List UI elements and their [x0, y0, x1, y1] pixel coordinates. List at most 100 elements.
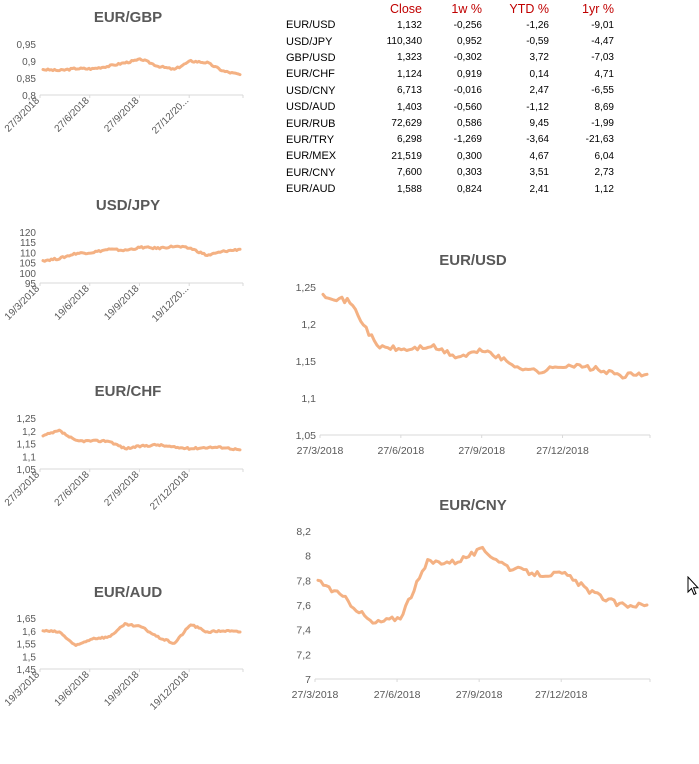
series-line: [321, 292, 649, 380]
table-cell: -1,99: [591, 118, 614, 130]
chart-title: EUR/CHF: [95, 383, 162, 400]
x-tick-label: 19/12/2018: [148, 669, 191, 712]
currency-pair-cell: EUR/CNY: [286, 166, 336, 179]
chart-title: USD/JPY: [96, 197, 160, 214]
x-tick-label: 27/3/2018: [292, 689, 339, 701]
table-row: GBP/USD 1,323 -0,302 3,72 -7,03: [286, 50, 614, 66]
column-header-close: Close: [390, 1, 422, 16]
y-tick-label: 7,4: [296, 625, 311, 637]
table-cell: -4,47: [591, 36, 614, 48]
series-line: [41, 57, 242, 77]
x-tick-label: 19/3/2018: [3, 283, 43, 323]
y-tick-label: 8: [305, 551, 311, 563]
table-cell: -1,12: [526, 101, 549, 113]
x-tick-label: 27/6/2018: [377, 445, 424, 457]
x-tick-label: 19/12/20...: [150, 283, 191, 324]
y-tick-label: 1,25: [296, 282, 317, 294]
table-cell: 8,69: [594, 101, 614, 113]
series-line: [41, 428, 242, 452]
x-tick-label: 27/9/2018: [102, 469, 142, 509]
table-cell: 1,12: [594, 183, 614, 195]
table-row: EUR/TRY 6,298 -1,269 -3,64 -21,63: [286, 132, 614, 148]
table-cell: -0,256: [453, 19, 482, 31]
table-cell: 0,303: [456, 167, 482, 179]
table-row: USD/AUD 1,403 -0,560 -1,12 8,69: [286, 99, 614, 115]
y-tick-label: 1,5: [22, 652, 36, 663]
x-tick-label: 27/6/2018: [53, 95, 93, 135]
y-tick-label: 7,6: [296, 600, 311, 612]
table-cell: 1,132: [396, 19, 422, 31]
table-cell: 110,340: [386, 36, 422, 48]
x-tick-label: 27/9/2018: [458, 445, 505, 457]
table-row: USD/CNY 6,713 -0,016 2,47 -6,55: [286, 83, 614, 99]
table-cell: 4,71: [594, 68, 614, 80]
currency-pair-cell: EUR/USD: [286, 19, 336, 32]
table-cell: 2,47: [529, 85, 549, 97]
table-cell: 0,824: [456, 183, 482, 195]
table-cell: 2,41: [529, 183, 549, 195]
y-tick-label: 7: [305, 674, 311, 686]
y-tick-label: 95: [25, 279, 37, 290]
column-header-ytd: YTD %: [509, 1, 549, 16]
y-tick-label: 0,8: [22, 91, 36, 102]
column-header-1w: 1w %: [451, 1, 482, 16]
currency-pair-cell: EUR/TRY: [286, 133, 335, 146]
y-tick-label: 7,2: [296, 649, 311, 661]
table-row: EUR/CNY 7,600 0,303 3,51 2,73: [286, 165, 614, 181]
fx-summary-table: Close 1w % YTD % 1yr % EUR/USD 1,132 -0,25…: [286, 0, 614, 197]
chart-title: EUR/AUD: [94, 584, 163, 601]
table-row: EUR/USD 1,132 -0,256 -1,26 -9,01: [286, 17, 614, 33]
table-cell: -6,55: [591, 85, 614, 97]
column-header: [286, 0, 364, 17]
table-cell: -21,63: [585, 134, 614, 146]
chart-title: EUR/CNY: [439, 497, 507, 514]
table-cell: 3,51: [529, 167, 549, 179]
table-row: EUR/CHF 1,124 0,919 0,14 4,71: [286, 66, 614, 82]
y-tick-label: 1,2: [301, 319, 316, 331]
currency-pair-cell: GBP/USD: [286, 51, 336, 64]
y-tick-label: 115: [20, 238, 36, 249]
table-cell: -0,016: [453, 85, 482, 97]
table-row: USD/JPY 110,340 0,952 -0,59 -4,47: [286, 33, 614, 49]
currency-pair-cell: EUR/MEX: [286, 150, 337, 163]
y-tick-label: 0,85: [17, 74, 37, 85]
table-cell: -7,03: [591, 52, 614, 64]
table-cell: 2,73: [594, 167, 614, 179]
chart-title: EUR/USD: [439, 252, 507, 269]
table-row: EUR/RUB 72,629 0,586 9,45 -1,99: [286, 115, 614, 131]
table-cell: 6,04: [594, 150, 614, 162]
table-cell: -0,560: [453, 101, 482, 113]
y-tick-label: 7,8: [296, 575, 311, 587]
table-cell: 9,45: [529, 118, 549, 130]
series-line: [41, 622, 242, 647]
table-cell: 3,72: [529, 52, 549, 64]
table-cell: -3,64: [526, 134, 549, 146]
table-cell: 0,919: [456, 68, 482, 80]
y-tick-label: 1,45: [17, 665, 37, 676]
y-tick-label: 100: [19, 269, 36, 280]
table-cell: -1,269: [453, 134, 482, 146]
y-tick-label: 1,6: [22, 627, 36, 638]
y-tick-label: 120: [19, 228, 36, 239]
x-tick-label: 19/9/2018: [102, 669, 142, 709]
x-tick-label: 27/9/2018: [102, 95, 142, 135]
x-tick-label: 27/3/2018: [297, 445, 344, 457]
chart-eurusd: EUR/USD 1,25 1,2 1,15 1,1 1,05 27/3/2018 27/6/2…: [296, 252, 651, 457]
table-cell: 6,298: [396, 134, 422, 146]
table-row: EUR/MEX 21,519 0,300 4,67 6,04: [286, 148, 614, 164]
table-cell: -0,59: [526, 36, 549, 48]
x-tick-label: 27/12/2018: [535, 689, 588, 701]
currency-pair-cell: EUR/CHF: [286, 68, 335, 81]
y-tick-label: 1,55: [17, 640, 37, 651]
currency-pair-cell: USD/AUD: [286, 101, 336, 114]
y-tick-label: 1,2: [22, 427, 36, 438]
x-tick-label: 27/6/2018: [374, 689, 421, 701]
table-cell: 72,629: [391, 118, 422, 130]
y-tick-label: 1,05: [296, 430, 317, 442]
y-tick-label: 1,15: [296, 356, 317, 368]
x-tick-label: 19/6/2018: [53, 283, 93, 323]
